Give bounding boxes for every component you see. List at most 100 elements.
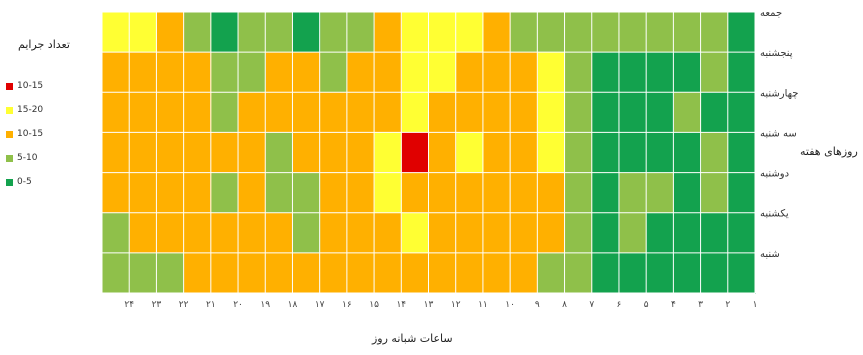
- y-tick-label: یکشنبه: [760, 209, 789, 220]
- heatmap-cell: [428, 12, 457, 53]
- heatmap-cell: [129, 252, 157, 294]
- heatmap-cell: [618, 52, 647, 93]
- legend-item: 10-15: [6, 79, 88, 93]
- legend-swatch: [6, 106, 13, 114]
- heatmap-cell: [482, 252, 511, 294]
- x-tick-label: ۳: [698, 300, 703, 310]
- heatmap-cell: [673, 252, 702, 294]
- heatmap-cell: [510, 92, 538, 133]
- heatmap-cell: [455, 132, 484, 174]
- heatmap-cell: [591, 252, 620, 294]
- heatmap-cell: [265, 52, 293, 93]
- heatmap-cell: [265, 12, 293, 53]
- heatmap-cell: [292, 252, 321, 294]
- heatmap-cell: [374, 212, 402, 254]
- legend-swatch: [6, 178, 13, 186]
- heatmap-cell: [401, 252, 429, 294]
- heatmap-cell: [646, 92, 674, 133]
- legend: تعداد جرایم 10-15 15-20 10-15 5-10 0-5: [6, 38, 88, 199]
- heatmap-cell: [428, 172, 457, 214]
- heatmap-cell: [401, 132, 429, 174]
- y-tick-label: پنجشنبه: [760, 48, 793, 59]
- heatmap-cell: [374, 252, 402, 294]
- legend-title: تعداد جرایم: [18, 38, 70, 51]
- heatmap-cell: [346, 52, 375, 93]
- x-tick-label: ۲۳: [152, 300, 162, 310]
- heatmap-cell: [374, 12, 402, 53]
- legend-swatch: [6, 82, 13, 90]
- heatmap-cell: [618, 212, 647, 254]
- heatmap-cell: [591, 172, 620, 214]
- heatmap-cell: [210, 92, 239, 133]
- heatmap-cell: [238, 172, 266, 214]
- heatmap-cell: [210, 132, 239, 174]
- heatmap-cell: [673, 212, 702, 254]
- heatmap-cell: [292, 12, 321, 53]
- x-tick-label: ۶: [617, 300, 622, 310]
- heatmap-cell: [564, 52, 593, 93]
- x-tick-label: ۲۴: [124, 300, 134, 310]
- heatmap-cell: [210, 212, 239, 254]
- heatmap-cell: [700, 212, 729, 254]
- heatmap-cell: [564, 132, 593, 174]
- heatmap-cell: [102, 132, 130, 174]
- heatmap-cell: [646, 172, 674, 214]
- heatmap-cell: [482, 132, 511, 174]
- x-tick-label: ۱۲: [451, 300, 461, 310]
- heatmap-cell: [482, 212, 511, 254]
- heatmap-cell: [537, 52, 566, 93]
- heatmap-cell: [510, 12, 538, 53]
- heatmap-cell: [210, 52, 239, 93]
- x-tick-label: ۷: [589, 300, 594, 310]
- heatmap-cell: [292, 52, 321, 93]
- heatmap-cell: [482, 52, 511, 93]
- heatmap-cell: [374, 132, 402, 174]
- heatmap-cell: [102, 92, 130, 133]
- heatmap-cell: [265, 172, 293, 214]
- heatmap-cell: [618, 132, 647, 174]
- heatmap-cell: [727, 92, 756, 133]
- heatmap-cell: [700, 132, 729, 174]
- y-tick-labels: جمعه پنجشنبه چهارشنبه سه شنبه دوشنبه یکشنبه شن…: [760, 8, 798, 260]
- heatmap-cell: [618, 12, 647, 53]
- heatmap-cell: [374, 172, 402, 214]
- heatmap-cell: [346, 132, 375, 174]
- heatmap-cell: [102, 12, 130, 53]
- heatmap-cell: [428, 212, 457, 254]
- heatmap-cell: [591, 212, 620, 254]
- legend-item: 10-15: [6, 127, 88, 141]
- heatmap-cell: [646, 252, 674, 294]
- heatmap-cell: [210, 172, 239, 214]
- heatmap-cell: [102, 172, 130, 214]
- heatmap-cell: [564, 172, 593, 214]
- x-axis-title: ساعات شبانه روز: [372, 332, 453, 345]
- x-tick-label: ۹: [535, 300, 540, 310]
- x-tick-label: ۱۱: [478, 300, 488, 310]
- heatmap-cell: [210, 252, 239, 294]
- heatmap-cell: [102, 52, 130, 93]
- heatmap-cell: [618, 172, 647, 214]
- heatmap-cell: [482, 92, 511, 133]
- x-tick-label: ۱۰: [505, 300, 515, 310]
- legend-item: 15-20: [6, 103, 88, 117]
- heatmap-cell: [537, 92, 566, 133]
- x-tick-label: ۱۹: [260, 300, 270, 310]
- heatmap-cell: [510, 252, 538, 294]
- heatmap-cell: [238, 132, 266, 174]
- legend-item: 0-5: [6, 175, 88, 189]
- heatmap-cell: [428, 92, 457, 133]
- x-tick-label: ۱۸: [288, 300, 298, 310]
- y-tick-label: سه شنبه: [760, 128, 797, 139]
- heatmap-cells: [102, 12, 756, 294]
- heatmap-cell: [265, 252, 293, 294]
- heatmap-cell: [319, 92, 348, 133]
- heatmap-cell: [129, 172, 157, 214]
- x-tick-label: ۱: [753, 300, 758, 310]
- heatmap-cell: [238, 92, 266, 133]
- x-tick-label: ۲: [725, 300, 730, 310]
- x-tick-label: ۲۰: [233, 300, 243, 310]
- heatmap-cell: [700, 92, 729, 133]
- y-tick-label: دوشنبه: [760, 169, 789, 180]
- heatmap-cell: [183, 52, 212, 93]
